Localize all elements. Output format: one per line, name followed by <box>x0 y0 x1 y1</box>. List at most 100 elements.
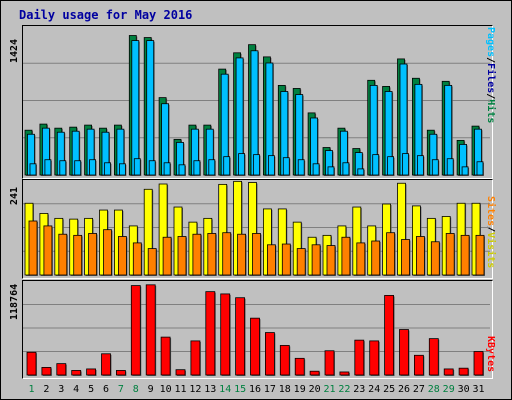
pages-bar <box>431 159 439 176</box>
sites-bar <box>296 248 306 276</box>
pages-bar <box>312 163 320 176</box>
day-tick-label: 15 <box>234 384 246 395</box>
day-tick-label: 26 <box>398 384 410 395</box>
pages-bar <box>59 160 67 176</box>
pages-bar <box>44 159 52 176</box>
pages-bar <box>89 159 96 176</box>
pages-bar <box>148 160 156 176</box>
kbytes-bar <box>369 340 380 376</box>
kbytes-bar <box>309 370 320 376</box>
day-tick-label: 30 <box>458 384 470 395</box>
kbytes-bar <box>235 297 246 376</box>
kbytes-bar <box>279 345 290 376</box>
sites-bar <box>177 236 187 276</box>
sites-bar <box>266 244 276 276</box>
day-tick-label: 7 <box>118 384 124 395</box>
sites-bar <box>445 233 455 276</box>
kbytes-bar <box>250 317 260 376</box>
pages-bar <box>476 161 484 176</box>
kbytes-bar <box>116 370 126 376</box>
day-tick-label: 14 <box>219 384 231 395</box>
day-tick-label: 18 <box>279 384 291 395</box>
kbytes-bar <box>473 351 484 376</box>
day-tick-label: 2 <box>43 384 49 395</box>
kbytes-bar <box>160 336 171 376</box>
kbytes-bar <box>399 329 409 376</box>
pages-bar <box>163 162 171 176</box>
day-tick-label: 3 <box>58 384 64 395</box>
pages-bar <box>178 164 186 176</box>
pages-bar <box>104 162 111 176</box>
day-tick-label: 31 <box>472 384 484 395</box>
day-tick-label: 17 <box>264 384 276 395</box>
kbytes-bar <box>86 368 96 376</box>
day-tick-label: 29 <box>443 384 455 395</box>
sites-bar <box>341 236 351 276</box>
day-tick-label: 19 <box>294 384 306 395</box>
day-tick-label: 5 <box>88 384 94 395</box>
pages-bar <box>238 153 246 176</box>
pages-bar <box>253 154 260 176</box>
day-tick-label: 24 <box>368 384 380 395</box>
kbytes-bar <box>56 363 67 376</box>
kbytes-bar <box>294 357 305 376</box>
sites-bar <box>58 233 68 276</box>
pages-bar <box>342 162 350 176</box>
pages-bar <box>267 155 275 176</box>
day-tick-label: 25 <box>383 384 395 395</box>
day-tick-label: 9 <box>148 384 154 395</box>
kbytes-bar <box>41 367 52 376</box>
sites-bar <box>371 240 381 276</box>
day-tick-label: 4 <box>73 384 79 395</box>
pages-bar <box>297 159 305 176</box>
kbytes-bar <box>264 332 275 376</box>
sites-bar <box>460 234 470 276</box>
pages-bar <box>223 156 231 176</box>
sites-bar <box>401 239 410 276</box>
pages-bar <box>282 157 290 176</box>
kbytes-bar <box>458 367 469 376</box>
day-tick-label: 8 <box>133 384 139 395</box>
pages-bar <box>208 159 216 176</box>
sites-bar <box>73 234 83 276</box>
day-tick-label: 27 <box>413 384 425 395</box>
kbytes-bar <box>26 351 37 376</box>
day-tick-label: 21 <box>323 384 335 395</box>
sites-bar <box>311 244 321 276</box>
sites-bar <box>222 232 232 276</box>
files-bar <box>146 40 155 176</box>
kbytes-bar <box>130 285 141 376</box>
sites-bar <box>88 233 97 276</box>
pages-bar <box>416 155 424 176</box>
kbytes-bar <box>413 354 424 376</box>
sites-bar <box>103 229 112 276</box>
sites-bar <box>237 233 247 276</box>
sites-bar <box>43 225 53 276</box>
sites-bar <box>252 233 261 276</box>
sites-bar <box>192 233 202 276</box>
day-tick-label: 12 <box>189 384 201 395</box>
kbytes-bar <box>428 338 439 376</box>
sites-bar <box>118 236 127 276</box>
sites-bar <box>132 242 142 276</box>
day-tick-label: 13 <box>204 384 216 395</box>
pages-bar <box>461 166 469 176</box>
pages-bar <box>193 160 201 176</box>
day-tick-label: 16 <box>249 384 261 395</box>
pages-bar <box>29 163 37 176</box>
kbytes-bar <box>190 340 201 376</box>
kbytes-bar <box>175 369 186 376</box>
sites-bar <box>28 220 38 276</box>
sites-bar <box>356 242 366 276</box>
kbytes-bar <box>324 350 335 376</box>
pages-bar <box>387 156 395 176</box>
pages-bar <box>357 168 365 176</box>
day-tick-label: 20 <box>309 384 321 395</box>
files-bar <box>131 40 140 176</box>
pages-bar <box>133 158 141 176</box>
pages-bar <box>402 153 409 176</box>
kbytes-bar <box>205 291 216 376</box>
sites-bar <box>430 241 440 276</box>
day-tick-label: 23 <box>353 384 365 395</box>
pages-bar <box>446 158 454 176</box>
